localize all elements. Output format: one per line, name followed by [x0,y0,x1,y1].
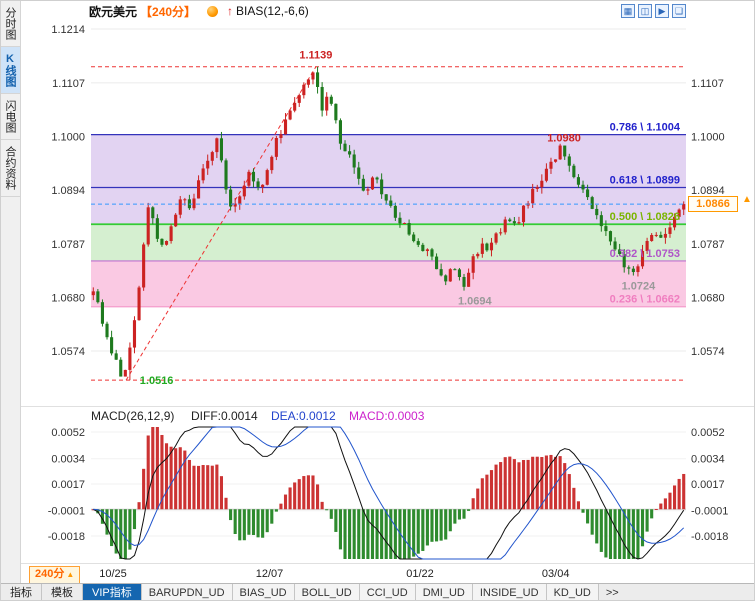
price-annotation: 1.0724 [622,281,657,293]
y-axis-label: 1.0787 [691,239,725,251]
x-axis-date-label: 03/04 [541,568,570,580]
fib-bands [91,134,686,307]
price-position-arrow-icon: ▲ [742,194,752,205]
sidebar-tab-time-chart[interactable]: 分时图 [1,1,20,47]
x-axis-date-label: 10/25 [99,568,127,580]
fib-trend-lines [91,66,686,381]
price-annotation: 1.0694 [458,296,493,308]
chart-type-sidebar: 分时图 K线图 闪电图 合约资料 [1,1,21,583]
y-axis-label: 1.0574 [51,346,85,358]
y-axis-label: 1.1000 [51,132,85,144]
fib-lines [91,134,686,308]
y-axis-label: 1.0680 [691,293,725,305]
bottom-tab-templates[interactable]: 模板 [42,584,83,600]
candles [91,66,686,381]
fib-level-label: 0.382 \ 1.0753 [610,248,680,260]
macd-axis-label: 0.0034 [691,454,725,466]
y-axis-label: 1.0787 [51,239,85,251]
indicator-item[interactable]: BOLL_UD [294,584,360,600]
y-axis-right: 1.1107 1.1000 1.0894 1.0787 1.0680 1.0574 [691,78,725,358]
macd-axis-label: 0.0017 [691,479,725,491]
y-axis-label: 1.0894 [51,185,85,197]
indicator-item[interactable]: BIAS_UD [232,584,295,600]
macd-axis-label: -0.0001 [48,506,85,518]
macd-axis-label: 0.0052 [691,427,725,439]
y-axis-label: 1.1107 [52,78,85,90]
y-axis-label: 1.1107 [691,78,724,90]
macd-dea-value: DEA:0.0012 [271,409,336,423]
diff-line [93,426,685,560]
price-annotation: 1.0516 [140,375,174,387]
bias-indicator-label: BIAS(12,-6,6) [236,4,309,18]
indicator-item[interactable]: DMI_UD [415,584,473,600]
macd-axis-label: -0.0018 [691,531,728,543]
buy-signal-arrow-icon: ↑ [227,4,234,18]
maximize-window-icon[interactable]: ❏ [672,4,686,18]
macd-axis-label: 0.0017 [51,479,85,491]
fib-level-label: 0.236 \ 1.0662 [610,294,680,306]
macd-axis-left: 0.0052 0.0034 0.0017 -0.0001 -0.0018 [48,427,85,543]
indicator-tabbar: 指标 模板 VIP指标 BARUPDN_UD BIAS_UD BOLL_UD CCI_UD D… [1,583,754,600]
sidebar-tab-contract-info[interactable]: 合约资料 [1,140,20,197]
fib-level-label: 0.500 \ 1.0826 [610,211,680,223]
window-controls: ▦ ◫ ▶ ❏ [621,4,686,18]
price-annotation: 1.0980 [547,133,581,145]
y-axis-label: 1.0680 [51,293,85,305]
period-value: 240分 [35,568,65,580]
fib-labels: 0.786 \ 1.1004 0.618 \ 1.0899 0.500 \ 1.08… [610,122,681,306]
x-axis-row: 240分 ▲ 10/25 12/07 01/22 03/04 [21,563,754,584]
bottom-tab-vip-indicators[interactable]: VIP指标 [83,584,142,600]
macd-axis-label: 0.0034 [51,454,85,466]
symbol-name: 欧元美元 [89,4,138,19]
fib-level-label: 0.618 \ 1.0899 [610,174,680,186]
indicator-item[interactable]: CCI_UD [359,584,416,600]
indicator-ball-icon[interactable] [207,5,219,17]
more-indicators-button[interactable]: >> [605,587,619,599]
next-chart-icon[interactable]: ▶ [655,4,669,18]
macd-diff-value: DIFF:0.0014 [191,409,258,423]
y-axis-label: 1.0574 [691,346,725,358]
period-selector-button[interactable]: 240分 ▲ [29,566,81,584]
macd-indicator-chart[interactable]: MACD(26,12,9) DIFF:0.0014 DEA:0.0012 MAC… [21,406,755,564]
last-price-badge: 1.0866 [688,196,738,212]
chart-header: 欧元美元 【240分】 ↑ BIAS(12,-6,6) ▦ ◫ ▶ ❏ [21,1,754,21]
fib-level-label: 0.786 \ 1.1004 [610,122,681,134]
macd-axis-label: -0.0001 [691,506,728,518]
indicator-item[interactable]: INSIDE_UD [472,584,547,600]
y-axis-label: 1.1000 [691,132,725,144]
sidebar-tab-kline-chart[interactable]: K线图 [1,47,20,94]
macd-title: MACD(26,12,9) [91,409,174,423]
bottom-tab-indicators[interactable]: 指标 [1,584,42,600]
macd-axis-right: 0.0052 0.0034 0.0017 -0.0001 -0.0018 [691,427,728,543]
macd-axis-label: -0.0018 [48,531,85,543]
macd-axis-label: 0.0052 [51,427,85,439]
y-axis-label: 1.0894 [691,185,725,197]
y-axis-label: 1.1214 [51,24,85,36]
macd-histogram [91,427,686,559]
dea-line [93,426,685,560]
up-triangle-icon: ▲ [66,570,75,579]
period-label: 【240分】 [140,4,197,19]
price-annotation: 1.1139 [299,50,332,62]
sidebar-tab-lightning-chart[interactable]: 闪电图 [1,94,20,140]
macd-macd-value: MACD:0.0003 [349,409,425,423]
grid-layout-icon[interactable]: ▦ [621,4,635,18]
x-axis-date-label: 01/22 [406,568,434,580]
tile-windows-icon[interactable]: ◫ [638,4,652,18]
x-axis-date-label: 12/07 [255,568,284,580]
last-price-value: 1.0866 [696,198,730,210]
y-axis-left: 1.1214 1.1107 1.1000 1.0894 1.0787 1.0680 1.05… [51,24,85,358]
indicator-item[interactable]: BARUPDN_UD [141,584,233,600]
indicator-item[interactable]: KD_UD [546,584,599,600]
candlestick-chart[interactable]: 0.786 \ 1.1004 0.618 \ 1.0899 0.500 \ 1.08… [21,21,755,406]
